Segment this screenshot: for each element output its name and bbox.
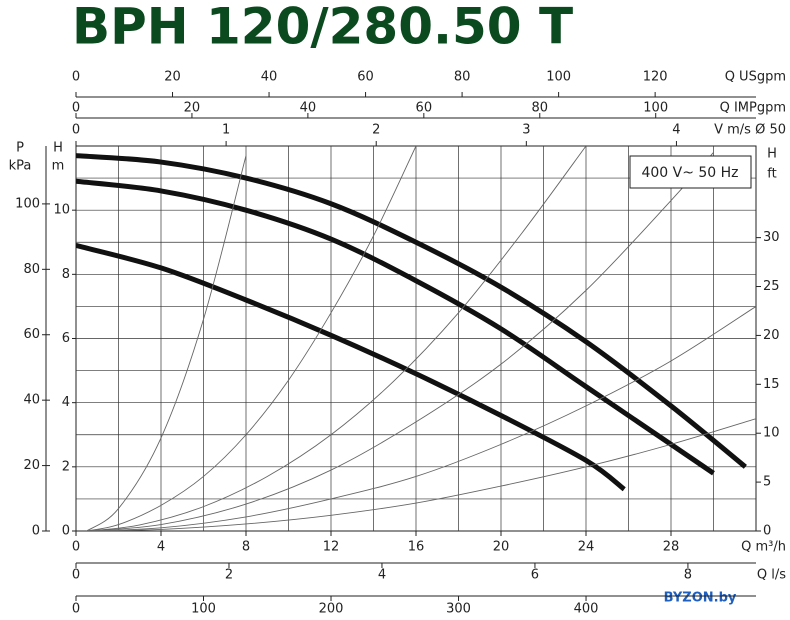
y-tick-label: 4 xyxy=(62,395,70,410)
top-tick-label: 0 xyxy=(72,101,80,116)
x-tick-label: 16 xyxy=(408,540,425,555)
chart-title: BPH 120/280.50 T xyxy=(72,0,573,56)
top-tick-label: 3 xyxy=(522,123,530,138)
top-tick-label: 0 xyxy=(72,123,80,138)
curve xyxy=(86,146,587,531)
annotation: 400 V~ 50 Hz xyxy=(641,165,738,181)
bottom-tick-label: 0 xyxy=(72,568,80,583)
curve xyxy=(86,306,756,531)
top-tick-label: 80 xyxy=(454,70,471,85)
top-tick-label: 40 xyxy=(300,101,317,116)
curve xyxy=(76,243,626,492)
top-axis-label: V m/s Ø 50 xyxy=(714,123,786,138)
y2-axis-label: H xyxy=(767,147,777,162)
bottom-tick-label: 8 xyxy=(684,568,692,583)
curve xyxy=(86,418,756,531)
curve xyxy=(76,178,715,476)
top-tick-label: 80 xyxy=(531,101,548,116)
y3-axis-unit: kPa xyxy=(9,159,32,174)
top-tick-label: 1 xyxy=(222,123,230,138)
top-tick-label: 20 xyxy=(184,101,201,116)
bottom-tick-label: 6 xyxy=(531,568,539,583)
y2-tick-label: 0 xyxy=(763,524,771,539)
y2-tick-label: 5 xyxy=(763,475,771,490)
y2-tick-label: 10 xyxy=(763,426,780,441)
x-axis-label: Q m³/h xyxy=(741,540,786,555)
bottom-tick-label: 2 xyxy=(225,568,233,583)
top-tick-label: 100 xyxy=(643,101,668,116)
top-tick-label: 20 xyxy=(164,70,181,85)
x-tick-label: 24 xyxy=(578,540,595,555)
top-tick-label: 60 xyxy=(357,70,374,85)
top-tick-label: 2 xyxy=(372,123,380,138)
curve xyxy=(86,152,714,531)
top-tick-label: 0 xyxy=(72,70,80,85)
y2-tick-label: 20 xyxy=(763,328,780,343)
curve xyxy=(76,153,747,469)
y3-tick-label: 20 xyxy=(23,458,40,473)
y3-tick-label: 0 xyxy=(32,524,40,539)
annotation-box xyxy=(629,155,752,189)
y3-tick-label: 60 xyxy=(23,327,40,342)
y-axis-unit: m xyxy=(52,159,65,174)
y2-tick-label: 25 xyxy=(763,279,780,294)
bottom-tick-label: 200 xyxy=(319,602,344,617)
y2-axis-unit: ft xyxy=(767,167,776,182)
y-tick-label: 6 xyxy=(62,331,70,346)
watermark: BYZON.by xyxy=(664,591,737,606)
x-tick-label: 8 xyxy=(242,540,250,555)
x-tick-label: 12 xyxy=(323,540,340,555)
y3-axis-label: P xyxy=(16,141,24,156)
y-tick-label: 10 xyxy=(53,203,70,218)
y-tick-label: 2 xyxy=(62,459,70,474)
curve xyxy=(86,146,417,531)
y2-tick-label: 30 xyxy=(763,230,780,245)
curve xyxy=(86,155,247,531)
y3-tick-label: 40 xyxy=(23,393,40,408)
y2-tick-label: 15 xyxy=(763,377,780,392)
x-tick-label: 0 xyxy=(72,540,80,555)
x-tick-label: 4 xyxy=(157,540,165,555)
y3-tick-label: 100 xyxy=(15,196,40,211)
bottom-axis-label: Q l/s xyxy=(757,568,786,583)
bottom-tick-label: 400 xyxy=(574,602,599,617)
top-tick-label: 120 xyxy=(643,70,668,85)
top-tick-label: 100 xyxy=(546,70,571,85)
top-axis-label: Q IMPgpm xyxy=(720,101,786,116)
bottom-tick-label: 0 xyxy=(72,602,80,617)
y-tick-label: 8 xyxy=(62,267,70,282)
x-tick-label: 20 xyxy=(493,540,510,555)
bottom-tick-label: 300 xyxy=(446,602,471,617)
top-axis-label: Q USgpm xyxy=(725,70,786,85)
top-tick-label: 4 xyxy=(672,123,680,138)
bottom-tick-label: 100 xyxy=(191,602,216,617)
bottom-tick-label: 4 xyxy=(378,568,386,583)
y3-tick-label: 80 xyxy=(23,262,40,277)
top-tick-label: 60 xyxy=(416,101,433,116)
x-tick-label: 28 xyxy=(663,540,680,555)
grid xyxy=(76,146,756,531)
y-axis-label: H xyxy=(53,141,63,156)
curves xyxy=(76,146,756,531)
y-tick-label: 0 xyxy=(62,524,70,539)
top-tick-label: 40 xyxy=(261,70,278,85)
